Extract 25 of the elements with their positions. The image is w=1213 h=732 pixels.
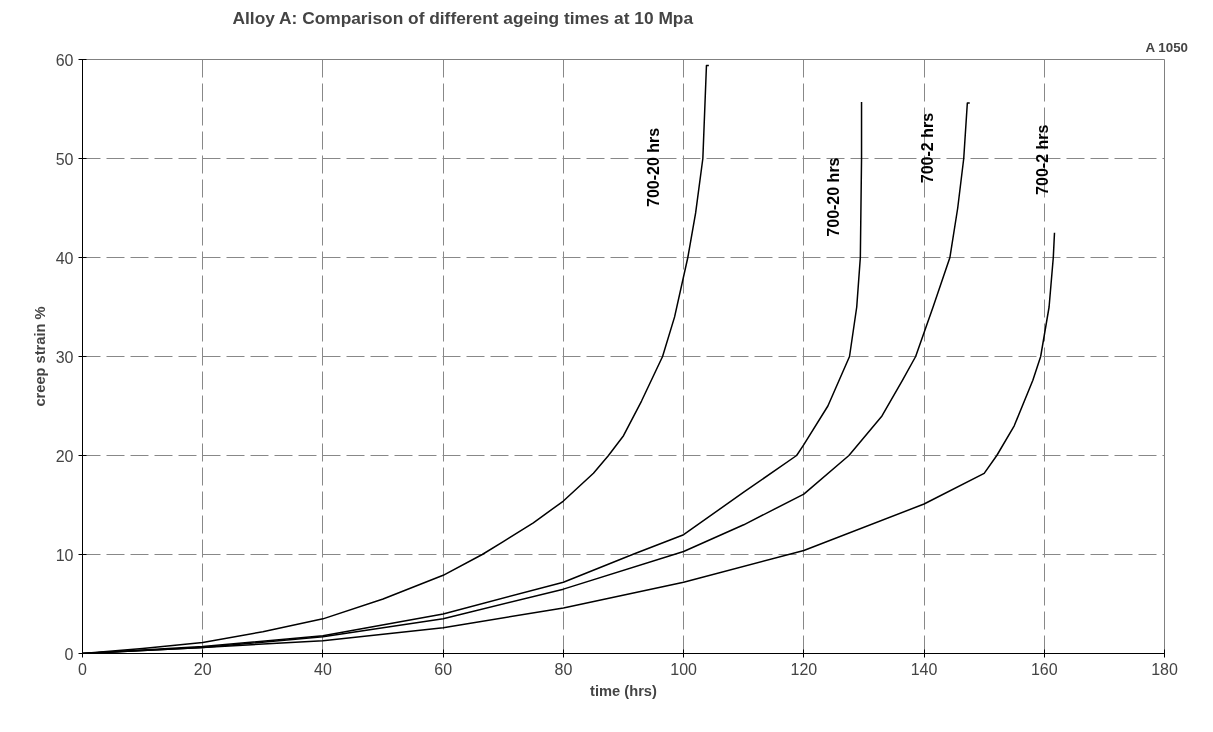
y-tick-label: 0 [64, 645, 74, 663]
y-tick-label: 30 [55, 348, 74, 366]
chart-title: Alloy A: Comparison of different ageing times at 10 Mpa [232, 7, 694, 28]
text: 700-2 hrs [1034, 124, 1051, 195]
x-tick-label: 100 [670, 660, 698, 678]
y-axis-title: creep strain % [31, 306, 48, 407]
x-tick-label: 20 [193, 660, 212, 678]
text: 700-2 hrs [919, 112, 937, 184]
x-axis-title: time (hrs) [590, 682, 658, 699]
y-tick-label: 20 [55, 447, 74, 465]
text: 700-20 hrs [825, 157, 843, 237]
x-tick-label: 80 [554, 660, 573, 678]
x-tick-label: 40 [314, 660, 332, 678]
y-tick-label: 40 [55, 249, 74, 267]
x-tick-label: 180 [1151, 660, 1178, 678]
y-tick-label: 60 [55, 51, 74, 69]
y-tick-label: 10 [55, 546, 74, 564]
x-tick-label: 0 [78, 660, 88, 678]
x-tick-label: 140 [910, 660, 938, 678]
text: 700-20 hrs [645, 127, 663, 208]
x-tick-label: 160 [1030, 660, 1058, 678]
x-tick-label: 120 [790, 660, 818, 678]
text: A 1050 [1145, 39, 1189, 55]
x-tick-label: 60 [434, 660, 453, 678]
y-tick-label: 50 [55, 150, 74, 168]
